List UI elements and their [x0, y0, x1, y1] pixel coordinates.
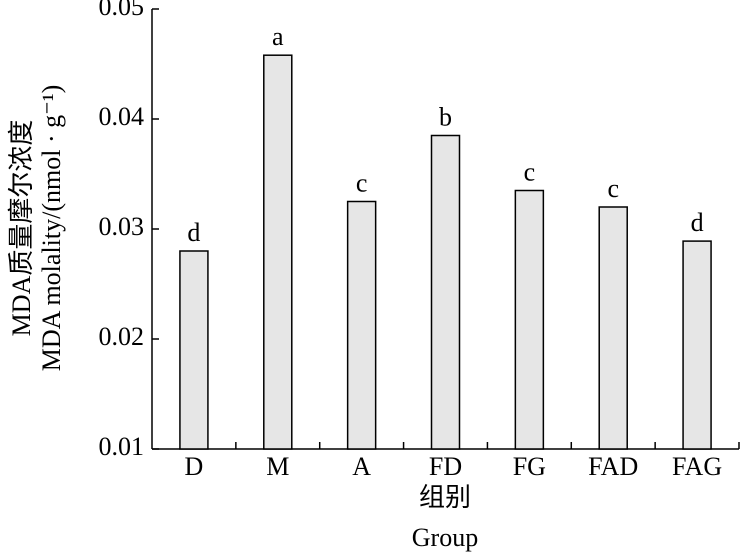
annotation: a — [272, 22, 284, 51]
x-tick-label: FAD — [588, 452, 638, 481]
x-axis-title: Group — [412, 523, 478, 552]
y-tick-label: 0.04 — [99, 102, 145, 131]
bar — [682, 240, 712, 450]
x-tick-label: FG — [513, 452, 546, 481]
x-axis-title: 组别 — [419, 483, 471, 512]
x-tick-label: M — [266, 452, 289, 481]
annotation: c — [356, 168, 368, 197]
annotation: b — [439, 102, 452, 131]
annotation: c — [524, 157, 536, 186]
x-tick-label: A — [352, 452, 371, 481]
bar — [179, 250, 209, 450]
y-tick-label: 0.01 — [99, 432, 145, 461]
x-tick-label: FD — [429, 452, 462, 481]
y-axis-title-line: MDA molality/(nmol · g⁻¹) — [37, 85, 66, 372]
y-tick-label: 0.03 — [99, 212, 145, 241]
y-axis-title: MDA质量摩尔浓度 MDA molality/(nmol · g⁻¹) — [7, 85, 66, 372]
y-tick-label: 0.02 — [99, 322, 145, 351]
bar — [346, 200, 377, 450]
annotation: d — [187, 218, 200, 247]
y-tick-label: 0.05 — [99, 0, 145, 21]
bar — [514, 189, 545, 450]
bar — [263, 54, 293, 450]
y-axis-title-line: MDA质量摩尔浓度 — [7, 120, 36, 337]
annotation: c — [607, 174, 619, 203]
bar — [598, 206, 628, 450]
annotation: d — [691, 208, 704, 237]
bar — [430, 134, 461, 450]
x-tick-label: FAG — [672, 452, 722, 481]
x-tick-label: D — [185, 452, 204, 481]
